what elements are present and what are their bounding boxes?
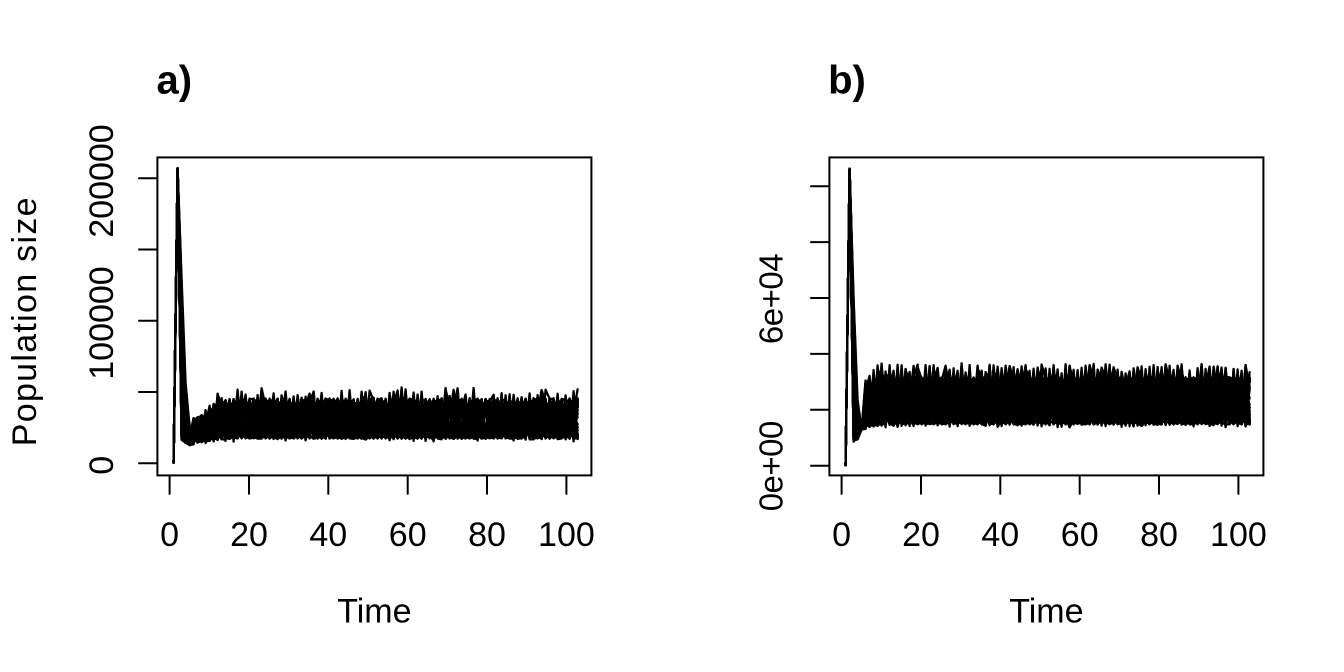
svg-text:80: 80 [468,516,506,554]
svg-text:a): a) [157,59,193,103]
svg-text:0: 0 [83,456,121,475]
svg-text:100: 100 [1210,516,1267,554]
svg-text:0: 0 [160,516,179,554]
svg-text:60: 60 [389,516,427,554]
svg-text:6e+04: 6e+04 [753,254,790,344]
svg-text:Time: Time [1009,593,1083,631]
svg-text:Population size: Population size [6,196,44,446]
svg-text:100000: 100000 [83,266,121,379]
svg-text:20: 20 [902,516,940,554]
svg-text:0: 0 [832,516,851,554]
svg-text:60: 60 [1061,516,1099,554]
svg-text:40: 40 [981,516,1019,554]
svg-text:b): b) [828,59,866,103]
svg-text:20: 20 [230,516,268,554]
svg-text:200000: 200000 [83,124,121,237]
svg-text:Time: Time [337,593,411,631]
svg-text:80: 80 [1140,516,1178,554]
svg-text:0e+00: 0e+00 [753,421,790,511]
svg-text:40: 40 [309,516,347,554]
svg-text:100: 100 [538,516,595,554]
